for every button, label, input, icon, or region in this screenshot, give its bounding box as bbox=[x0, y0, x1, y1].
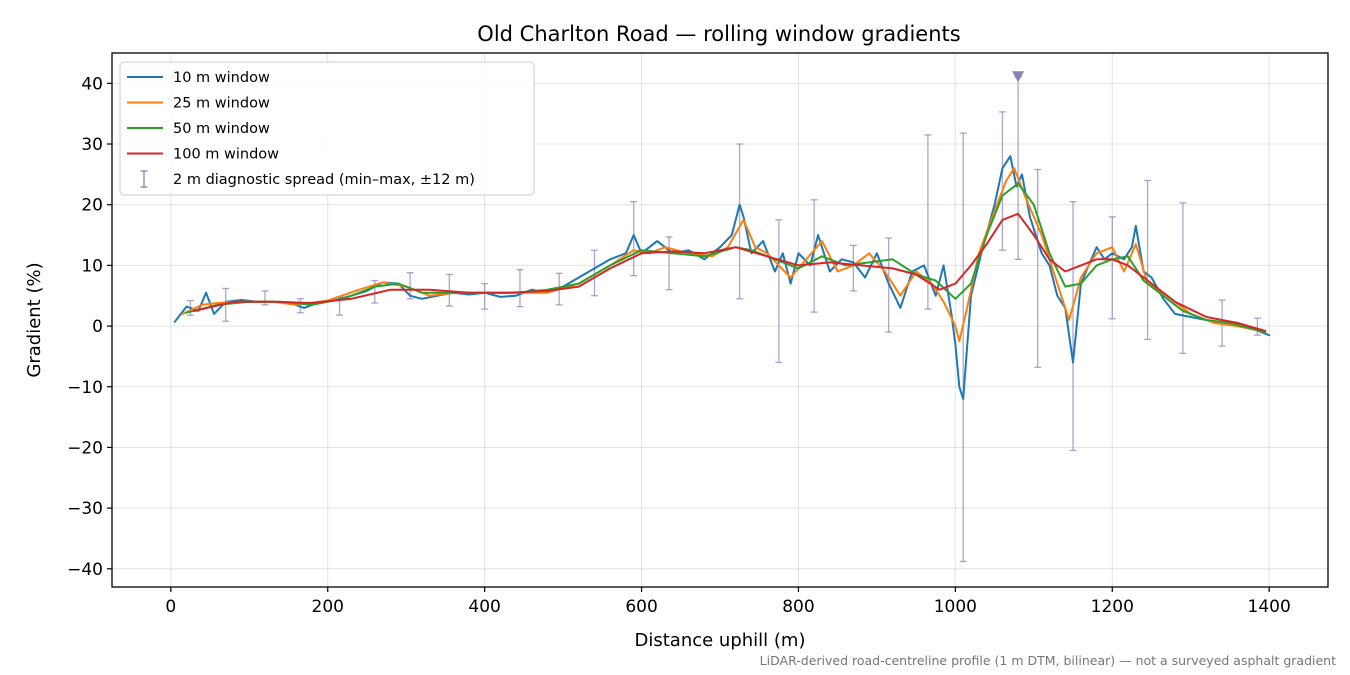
peak-marker-triangle bbox=[1012, 71, 1025, 83]
series-lines bbox=[173, 155, 1271, 400]
x-axis-title: Distance uphill (m) bbox=[635, 630, 806, 651]
legend: 10 m window 25 m window 50 m window 100 m w… bbox=[119, 61, 535, 196]
plot-frame bbox=[111, 52, 1329, 588]
errorbar bbox=[998, 111, 1006, 251]
legend-item: 25 m window bbox=[127, 96, 270, 112]
series-line-100m bbox=[193, 212, 1267, 332]
legend-label: 50 m window bbox=[173, 121, 270, 137]
chart-title: Old Charlton Road — rolling window gradi… bbox=[477, 22, 960, 46]
series-line-50m bbox=[185, 182, 1267, 334]
errorbar bbox=[665, 236, 673, 291]
errorbar bbox=[1069, 201, 1077, 452]
errorbar bbox=[959, 132, 967, 563]
errorbar bbox=[1253, 317, 1261, 336]
errorbar bbox=[736, 143, 744, 300]
legend-item: 10 m window bbox=[127, 70, 270, 86]
x-tick-label: 1400 bbox=[1248, 597, 1291, 617]
x-tick-label: 1000 bbox=[934, 597, 977, 617]
legend-item: 100 m window bbox=[127, 147, 279, 163]
errorbar bbox=[630, 201, 638, 277]
errorbar bbox=[1034, 168, 1042, 368]
annotation-markers bbox=[1012, 71, 1025, 83]
y-tick-label: −20 bbox=[67, 438, 103, 458]
errorbar bbox=[516, 268, 524, 308]
axis-ticks: 0 200 400 600 800 1000 1200 1400 −40 −30 −20 −10 0 10… bbox=[67, 74, 1291, 617]
errorbar bbox=[810, 199, 818, 313]
y-tick-label: −30 bbox=[67, 499, 103, 519]
legend-label: 100 m window bbox=[173, 147, 279, 163]
y-tick-label: −10 bbox=[67, 378, 103, 398]
y-tick-label: 30 bbox=[81, 135, 103, 155]
x-tick-label: 800 bbox=[782, 597, 814, 617]
y-tick-label: −40 bbox=[67, 560, 103, 580]
x-tick-label: 600 bbox=[625, 597, 657, 617]
errorbar bbox=[1144, 179, 1152, 341]
legend-item: 50 m window bbox=[127, 121, 270, 137]
errorbar bbox=[1179, 202, 1187, 355]
errorbar bbox=[590, 249, 598, 297]
y-axis-title: Gradient (%) bbox=[24, 262, 45, 377]
errorbar bbox=[481, 282, 489, 310]
x-tick-label: 0 bbox=[165, 597, 176, 617]
x-tick-label: 400 bbox=[468, 597, 500, 617]
legend-label: 10 m window bbox=[173, 70, 270, 86]
y-tick-label: 10 bbox=[81, 256, 103, 276]
legend-label: 2 m diagnostic spread (min–max, ±12 m) bbox=[173, 172, 475, 188]
legend-box bbox=[119, 61, 535, 196]
legend-items: 10 m window 25 m window 50 m window 100 m w… bbox=[127, 70, 475, 188]
legend-label: 25 m window bbox=[173, 96, 270, 112]
footnote: LiDAR-derived road-centreline profile (1… bbox=[760, 653, 1336, 668]
y-tick-label: 40 bbox=[81, 74, 103, 94]
errorbar bbox=[775, 219, 783, 364]
x-tick-label: 200 bbox=[312, 597, 344, 617]
y-tick-label: 20 bbox=[81, 196, 103, 216]
legend-item: 2 m diagnostic spread (min–max, ±12 m) bbox=[140, 170, 475, 188]
x-tick-label: 1200 bbox=[1091, 597, 1134, 617]
errorbar bbox=[849, 244, 857, 292]
errorbar bbox=[1108, 216, 1116, 320]
y-tick-label: 0 bbox=[92, 317, 103, 337]
